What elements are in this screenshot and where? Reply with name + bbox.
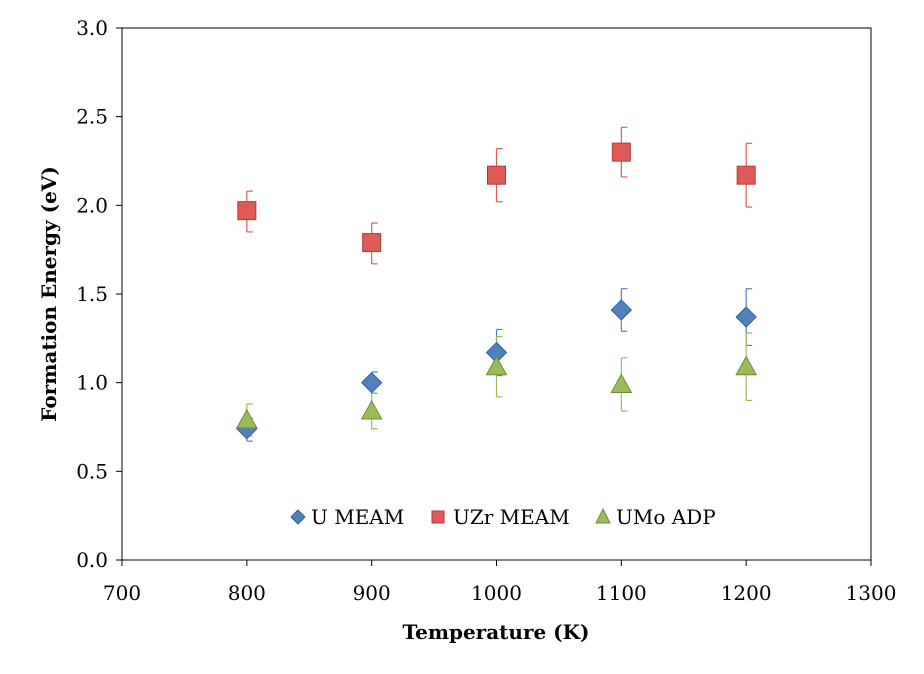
x-tick-label: 700 <box>103 581 141 605</box>
x-tick-label: 900 <box>353 581 391 605</box>
x-tick-label: 1000 <box>471 581 522 605</box>
y-tick-label: 2.5 <box>76 105 108 129</box>
y-tick-label: 1.5 <box>76 282 108 306</box>
y-tick-label: 3.0 <box>76 16 108 40</box>
legend: U MEAM UZr MEAM UMo ADP <box>290 505 716 529</box>
legend-marker-u-meam <box>290 509 306 525</box>
x-axis-title: Temperature (K) <box>403 620 590 644</box>
umo-adp-point <box>360 400 383 420</box>
legend-item-uzr-meam: UZr MEAM <box>431 505 570 529</box>
x-tick-label: 1300 <box>846 581 897 605</box>
umo-adp-point <box>235 408 258 429</box>
umo-adp-point <box>485 355 508 376</box>
legend-item-u-meam: U MEAM <box>290 505 404 529</box>
legend-label-umo-adp: UMo ADP <box>616 505 716 529</box>
legend-label-u-meam: U MEAM <box>311 505 404 529</box>
y-tick-label: 0.0 <box>76 548 108 572</box>
uzr-meam-point <box>237 201 257 221</box>
legend-label-uzr-meam: UZr MEAM <box>453 505 570 529</box>
y-axis-title: Formation Energy (eV) <box>37 166 61 422</box>
u-meam-point <box>610 299 633 321</box>
legend-item-umo-adp: UMo ADP <box>595 505 716 529</box>
legend-marker-uzr-meam <box>431 510 445 524</box>
uzr-meam-point <box>736 165 756 185</box>
umo-adp-point <box>610 373 633 393</box>
y-tick-label: 2.0 <box>76 193 108 217</box>
uzr-meam-point <box>362 233 382 253</box>
x-tick-label: 800 <box>228 581 266 605</box>
x-tick-label: 1200 <box>721 581 772 605</box>
uzr-meam-point <box>487 165 506 185</box>
u-meam-point <box>735 306 757 328</box>
u-meam-point <box>360 371 383 394</box>
x-tick-label: 1100 <box>596 581 647 605</box>
uzr-meam-point <box>611 142 631 162</box>
plot-area <box>121 27 872 561</box>
umo-adp-point <box>735 355 758 376</box>
y-tick-label: 0.5 <box>76 459 108 483</box>
legend-marker-umo-adp <box>595 507 611 524</box>
y-tick-label: 1.0 <box>76 371 108 395</box>
